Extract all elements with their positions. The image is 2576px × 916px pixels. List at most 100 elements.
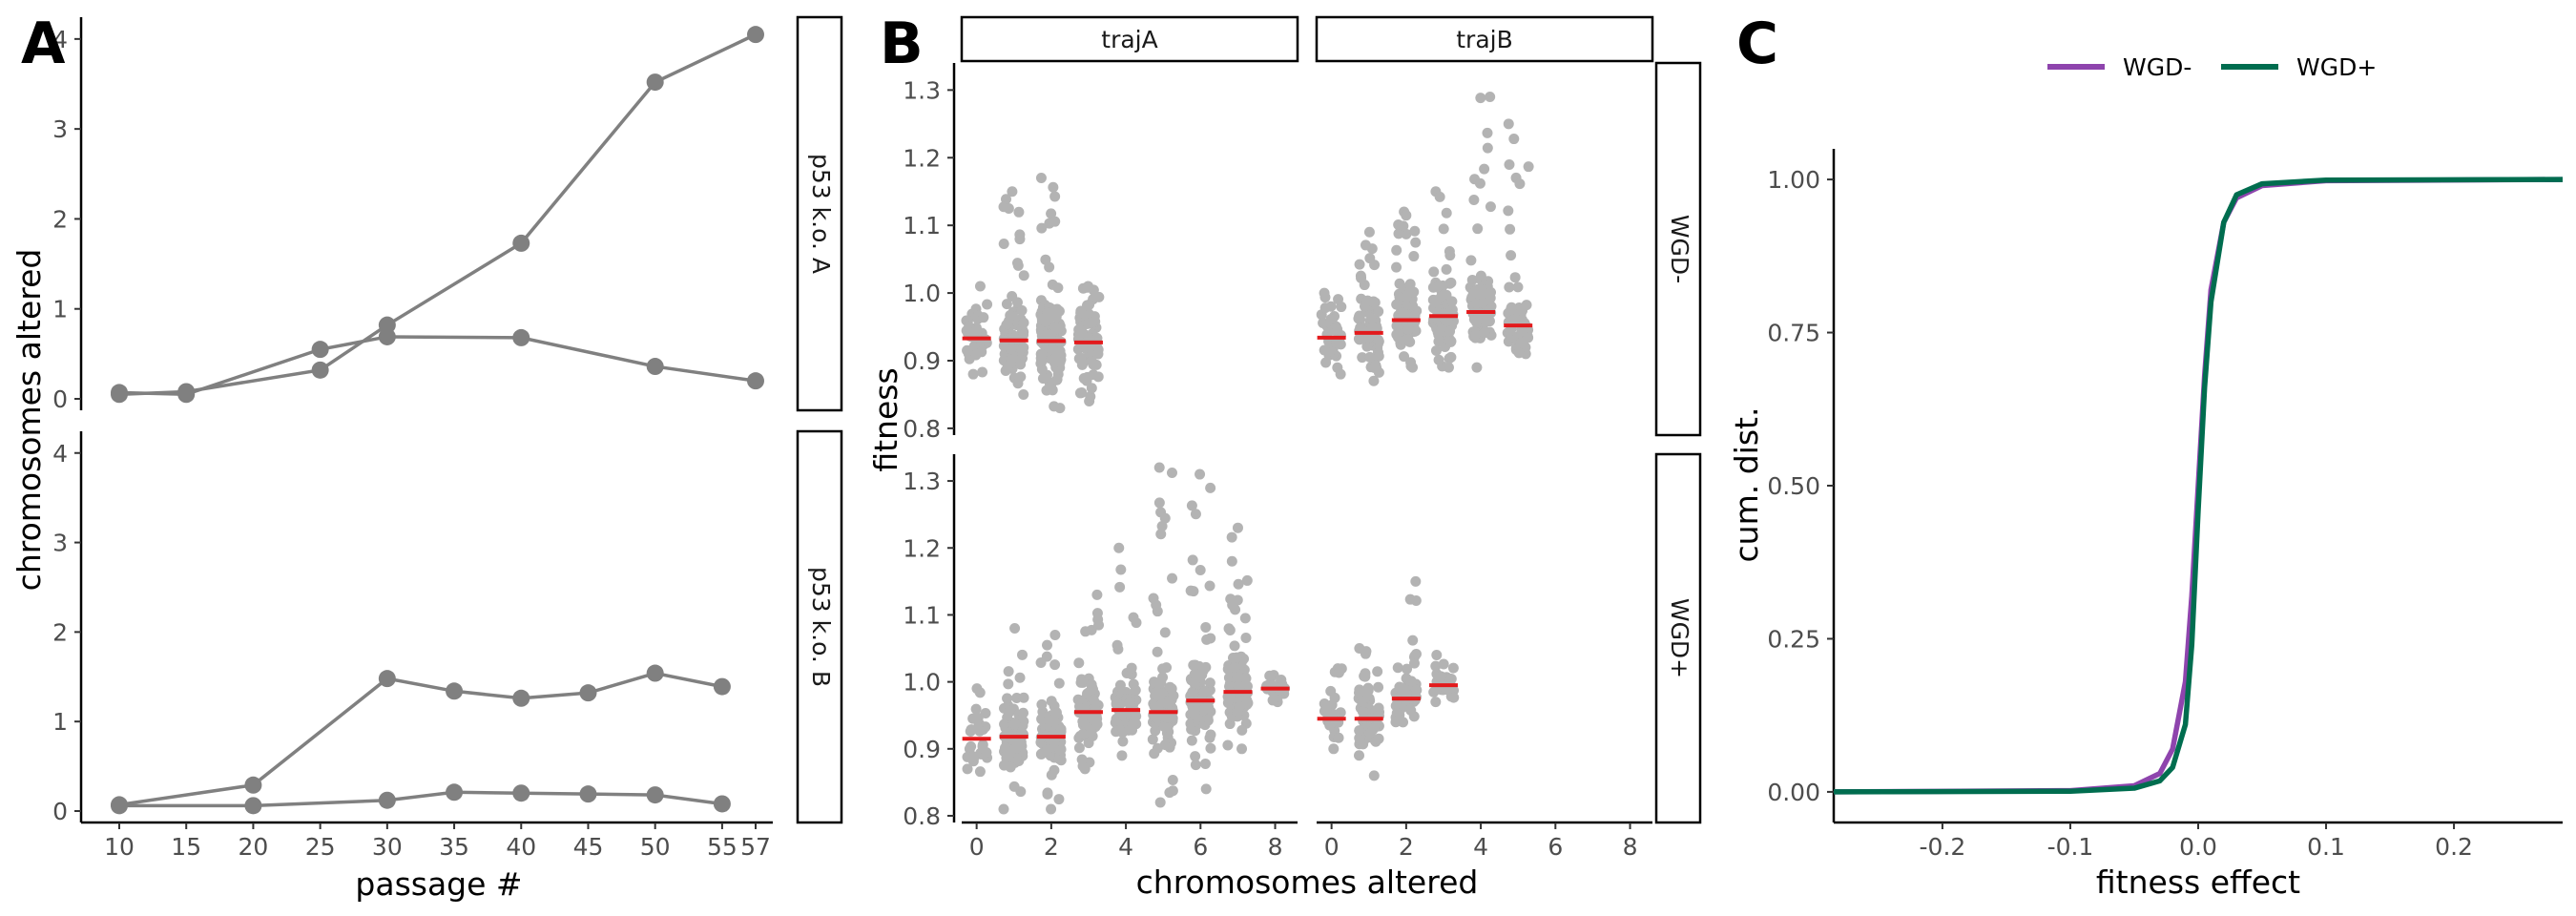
data-point xyxy=(1516,314,1527,325)
facet-strip xyxy=(796,429,843,824)
data-point xyxy=(1084,299,1095,310)
data-point xyxy=(1204,732,1215,743)
y-tick-label: 4 xyxy=(52,26,68,53)
data-point xyxy=(1319,292,1331,303)
data-point xyxy=(177,385,196,404)
data-point xyxy=(1127,719,1138,731)
data-point xyxy=(1333,294,1344,305)
data-point xyxy=(1001,299,1012,310)
data-point xyxy=(974,766,986,778)
data-point xyxy=(111,384,128,402)
data-point xyxy=(1006,344,1017,355)
data-point xyxy=(378,670,396,688)
legend-label-wgd-plus: WGD+ xyxy=(2296,53,2377,81)
data-point xyxy=(1049,401,1060,412)
data-point xyxy=(1128,612,1139,623)
data-point xyxy=(1319,697,1330,709)
data-point xyxy=(1241,574,1253,586)
data-point xyxy=(1333,667,1344,678)
facet-label: p53 k.o. B xyxy=(807,567,835,687)
data-point xyxy=(1051,374,1063,385)
data-point xyxy=(967,368,979,380)
data-point xyxy=(1046,769,1057,781)
data-point xyxy=(1155,529,1167,540)
data-point xyxy=(1474,283,1485,295)
data-point xyxy=(512,784,530,802)
data-point xyxy=(1082,688,1093,699)
data-point xyxy=(1409,225,1421,237)
data-point xyxy=(970,349,982,361)
y-tick-label: 0.50 xyxy=(1767,472,1820,500)
data-point xyxy=(1157,663,1169,675)
data-point xyxy=(1402,663,1413,675)
data-point xyxy=(1153,462,1165,473)
data-point xyxy=(1428,266,1440,278)
x-tick-label: 45 xyxy=(573,833,604,861)
data-point xyxy=(1046,329,1057,341)
x-tick-label: 40 xyxy=(506,833,536,861)
data-point xyxy=(1167,572,1178,584)
data-point xyxy=(1408,657,1420,669)
data-point xyxy=(311,341,329,359)
legend: WGD- WGD+ xyxy=(2047,53,2377,81)
data-point xyxy=(1052,323,1064,334)
data-point xyxy=(1402,333,1414,344)
data-point xyxy=(1227,652,1238,663)
facet-strip-col xyxy=(960,15,1299,63)
data-point xyxy=(244,776,262,794)
data-point xyxy=(1373,681,1384,693)
x-tick-label: 8 xyxy=(1623,833,1638,861)
data-point xyxy=(1438,223,1449,235)
x-tick-label: 0.1 xyxy=(2307,833,2345,861)
x-tick-label: 57 xyxy=(740,833,771,861)
data-point xyxy=(1472,223,1484,235)
data-point xyxy=(1226,531,1237,543)
legend-label-wgd-minus: WGD- xyxy=(2123,53,2192,81)
data-point xyxy=(1354,733,1365,744)
data-point xyxy=(1240,632,1252,643)
data-point xyxy=(1002,693,1013,704)
data-point xyxy=(1362,685,1374,697)
data-point xyxy=(1189,669,1200,680)
x-tick-label: 6 xyxy=(1548,833,1563,861)
x-tick-label: 10 xyxy=(104,833,135,861)
x-tick-label: 0.2 xyxy=(2435,833,2473,861)
data-point xyxy=(1049,357,1060,368)
data-point xyxy=(1239,613,1251,624)
data-point xyxy=(1195,468,1206,480)
data-point xyxy=(962,344,973,356)
data-point xyxy=(1049,737,1060,748)
data-point xyxy=(998,238,1009,249)
data-point xyxy=(970,703,982,715)
data-point xyxy=(1434,191,1445,202)
data-point xyxy=(1076,386,1088,398)
data-point xyxy=(1236,743,1248,755)
data-point xyxy=(1363,226,1375,238)
panel-label-c: C xyxy=(1736,10,1778,77)
data-point xyxy=(1055,755,1067,766)
data-point xyxy=(1229,662,1240,674)
data-point xyxy=(1504,281,1515,293)
data-point xyxy=(1151,712,1162,723)
data-point xyxy=(1433,354,1444,365)
data-point xyxy=(1523,161,1534,173)
data-point xyxy=(1355,270,1366,281)
data-point xyxy=(1394,278,1405,289)
data-point xyxy=(1405,676,1417,687)
data-point xyxy=(1368,375,1380,386)
data-point xyxy=(446,783,464,802)
data-point xyxy=(1091,359,1102,370)
data-point xyxy=(1126,662,1137,674)
data-point xyxy=(1113,542,1125,553)
data-point xyxy=(1503,118,1514,130)
data-point xyxy=(1091,718,1103,730)
data-point xyxy=(1393,228,1404,239)
data-point xyxy=(1005,747,1016,759)
series-line xyxy=(119,790,723,808)
data-point xyxy=(1205,742,1216,754)
y-tick-label: 3 xyxy=(52,530,68,557)
data-point xyxy=(1354,259,1365,270)
data-point xyxy=(1088,284,1099,296)
data-point xyxy=(1035,173,1047,184)
data-point xyxy=(1114,581,1126,593)
